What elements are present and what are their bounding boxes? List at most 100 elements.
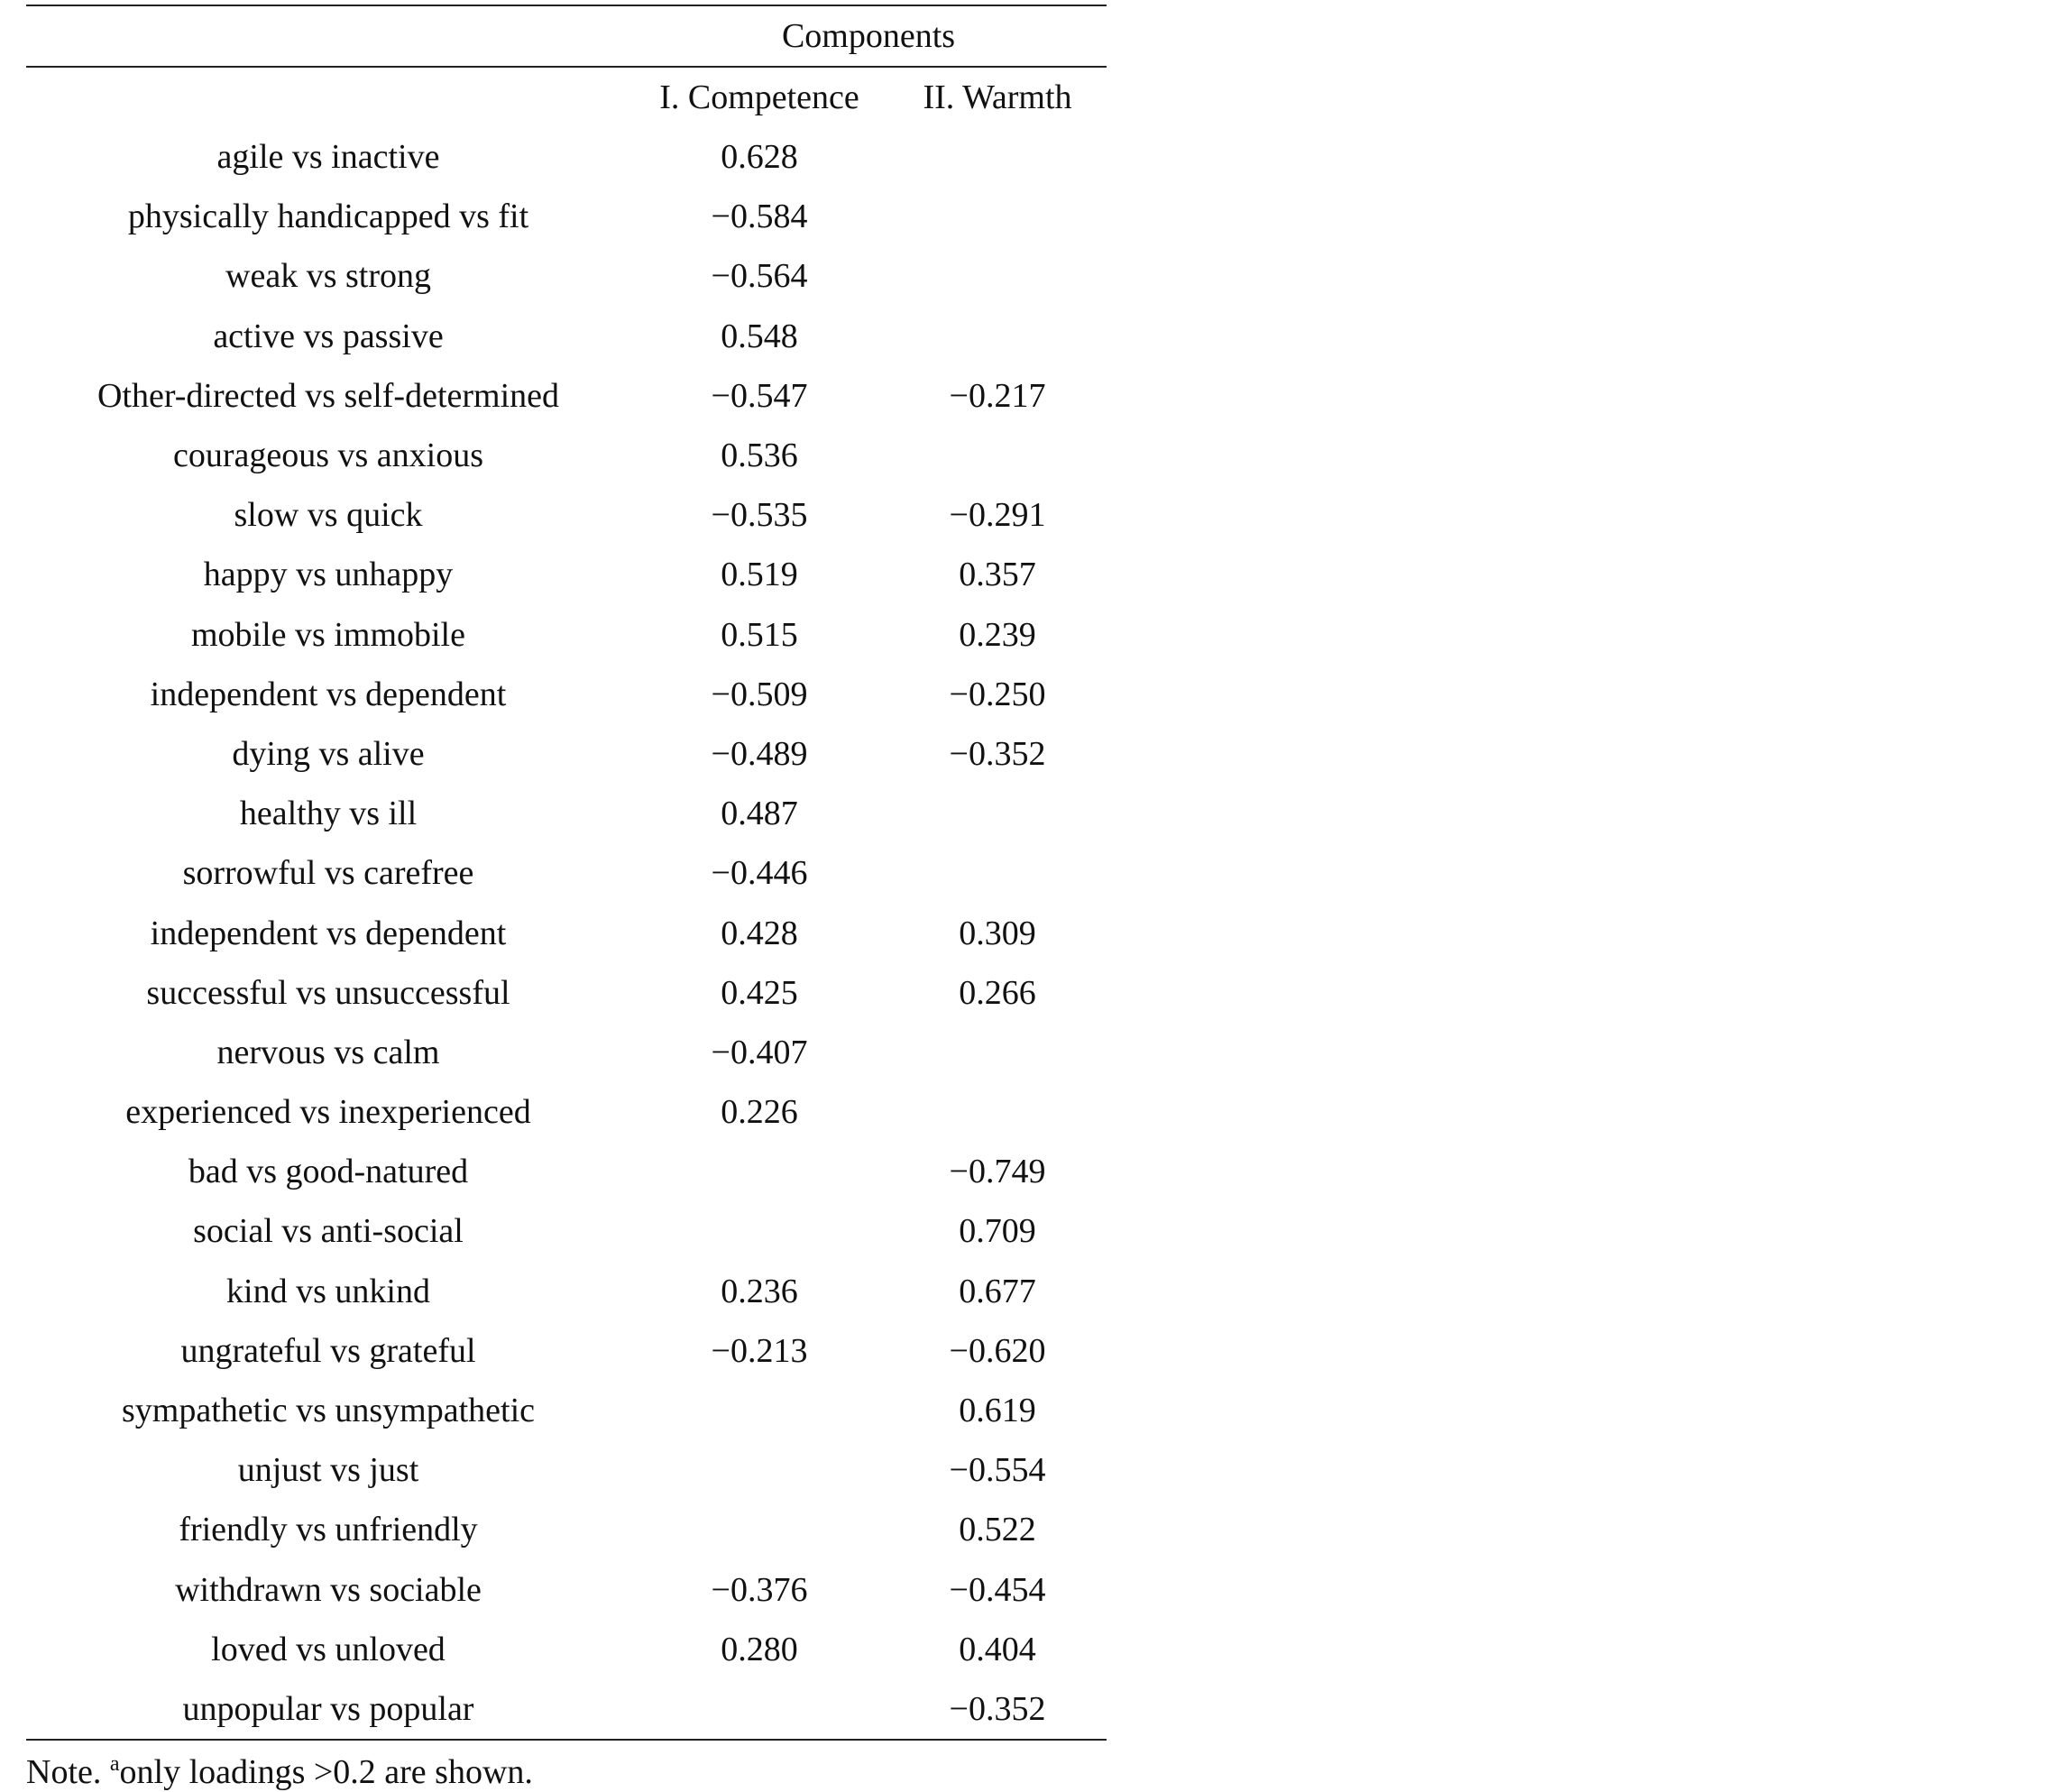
warmth-value <box>888 426 1107 485</box>
warmth-value: 0.404 <box>959 1630 1036 1668</box>
warmth-value: 0.357 <box>959 556 1036 594</box>
row-label: healthy vs ill <box>239 795 418 833</box>
competence-value: 0.226 <box>721 1093 798 1132</box>
row-label: weak vs strong <box>225 257 431 296</box>
warmth-value <box>888 784 1107 843</box>
warmth-value: −0.291 <box>949 496 1046 535</box>
note-text: only loadings >0.2 are shown. <box>119 1753 533 1791</box>
table-row: social vs anti-social 0.709 <box>26 1201 1107 1261</box>
table-row: ungrateful vs grateful −0.213 −0.620 <box>26 1321 1107 1381</box>
row-label: social vs anti-social <box>193 1212 464 1251</box>
row-label: kind vs unkind <box>226 1272 430 1310</box>
row-label: independent vs dependent <box>150 914 507 952</box>
warmth-value <box>888 127 1107 187</box>
table-body: agile vs inactive 0.628 physically handica… <box>26 127 1107 1741</box>
warmth-value: 0.619 <box>959 1392 1036 1430</box>
table-row: physically handicapped vs fit −0.584 <box>26 187 1107 246</box>
table-row: independent vs dependent −0.509 −0.250 <box>26 665 1107 724</box>
competence-value: −0.584 <box>711 198 808 236</box>
row-label: bad vs good-natured <box>188 1153 469 1191</box>
competence-value: −0.547 <box>711 376 808 415</box>
warmth-value: 0.709 <box>959 1212 1036 1251</box>
row-label: active vs passive <box>213 317 444 355</box>
row-label: Other-directed vs self-determined <box>96 376 560 415</box>
row-label: loved vs unloved <box>211 1630 446 1668</box>
competence-value: 0.236 <box>721 1272 798 1310</box>
warmth-value: −0.749 <box>949 1153 1046 1191</box>
warmth-column-header: II. Warmth <box>923 78 1072 116</box>
row-label: withdrawn vs sociable <box>175 1570 482 1609</box>
warmth-value: −0.250 <box>949 675 1046 713</box>
warmth-value: −0.554 <box>949 1451 1046 1490</box>
warmth-value: −0.352 <box>949 734 1046 773</box>
competence-value: 0.548 <box>721 317 798 355</box>
row-label: mobile vs immobile <box>191 615 465 654</box>
table-row: mobile vs immobile 0.515 0.239 <box>26 605 1107 665</box>
warmth-value <box>888 1082 1107 1142</box>
competence-value: 0.519 <box>721 556 798 594</box>
warmth-value: 0.266 <box>959 973 1036 1012</box>
warmth-value: −0.454 <box>949 1570 1046 1609</box>
table-row: happy vs unhappy 0.519 0.357 <box>26 545 1107 604</box>
row-label: nervous vs calm <box>216 1033 440 1071</box>
table-row: unpopular vs popular −0.352 <box>26 1678 1107 1741</box>
note-superscript: a <box>109 1752 120 1776</box>
competence-value: 0.425 <box>721 973 798 1012</box>
warmth-value: 0.309 <box>959 914 1036 952</box>
table-row: active vs passive 0.548 <box>26 307 1107 366</box>
warmth-value: 0.522 <box>959 1511 1036 1549</box>
competence-value: 0.487 <box>721 795 798 833</box>
competence-value: −0.376 <box>711 1570 808 1609</box>
table-note: Note. aonly loadings >0.2 are shown. <box>26 1752 533 1792</box>
table-row: independent vs dependent 0.428 0.309 <box>26 903 1107 962</box>
table-row: healthy vs ill 0.487 <box>26 784 1107 843</box>
row-label: happy vs unhappy <box>203 556 454 594</box>
table-row: loved vs unloved 0.280 0.404 <box>26 1620 1107 1679</box>
group-header-row: Components <box>26 5 1107 68</box>
warmth-value: −0.620 <box>949 1331 1046 1370</box>
table-row: dying vs alive −0.489 −0.352 <box>26 724 1107 784</box>
components-header: Components <box>630 5 1107 68</box>
table-row: friendly vs unfriendly 0.522 <box>26 1500 1107 1559</box>
table-row: withdrawn vs sociable −0.376 −0.454 <box>26 1560 1107 1620</box>
row-label: successful vs unsuccessful <box>146 973 510 1012</box>
warmth-value <box>888 307 1107 366</box>
competence-value: −0.213 <box>711 1331 808 1370</box>
table-row: nervous vs calm −0.407 <box>26 1023 1107 1082</box>
warmth-value <box>888 843 1107 903</box>
table-row: experienced vs inexperienced 0.226 <box>26 1082 1107 1142</box>
row-label: ungrateful vs grateful <box>180 1331 476 1370</box>
table-row: weak vs strong −0.564 <box>26 246 1107 306</box>
table-row: kind vs unkind 0.236 0.677 <box>26 1262 1107 1321</box>
table-row: courageous vs anxious 0.536 <box>26 426 1107 485</box>
competence-value <box>630 1201 888 1261</box>
table-row: sympathetic vs unsympathetic 0.619 <box>26 1381 1107 1440</box>
competence-value: −0.446 <box>711 854 808 893</box>
label-column-header <box>26 67 630 127</box>
warmth-value: −0.352 <box>888 1678 1107 1741</box>
competence-value: 0.515 <box>721 615 798 654</box>
row-label: dying vs alive <box>232 734 425 773</box>
competence-value <box>630 1500 888 1559</box>
row-label: unpopular vs popular <box>26 1678 630 1741</box>
warmth-value <box>888 1023 1107 1082</box>
table-row: sorrowful vs carefree −0.446 <box>26 843 1107 903</box>
row-label: experienced vs inexperienced <box>125 1093 531 1132</box>
warmth-value: 0.677 <box>959 1272 1036 1310</box>
table-row: Other-directed vs self-determined −0.547 −… <box>26 366 1107 426</box>
row-label: agile vs inactive <box>216 138 440 177</box>
competence-value: 0.428 <box>721 914 798 952</box>
group-header-blank <box>26 5 630 68</box>
competence-value: −0.509 <box>711 675 808 713</box>
row-label: unjust vs just <box>237 1451 419 1490</box>
competence-value: −0.564 <box>711 257 808 296</box>
warmth-value: −0.217 <box>949 376 1046 415</box>
factor-loadings-table: Components I. Competence II. Warmth agil… <box>26 5 1107 1741</box>
competence-value: 0.536 <box>721 437 798 475</box>
competence-value <box>630 1440 888 1500</box>
row-label: physically handicapped vs fit <box>127 198 529 236</box>
warmth-value: 0.239 <box>959 615 1036 654</box>
competence-value: −0.489 <box>711 734 808 773</box>
competence-value: 0.628 <box>721 138 798 177</box>
competence-value: −0.535 <box>711 496 808 535</box>
